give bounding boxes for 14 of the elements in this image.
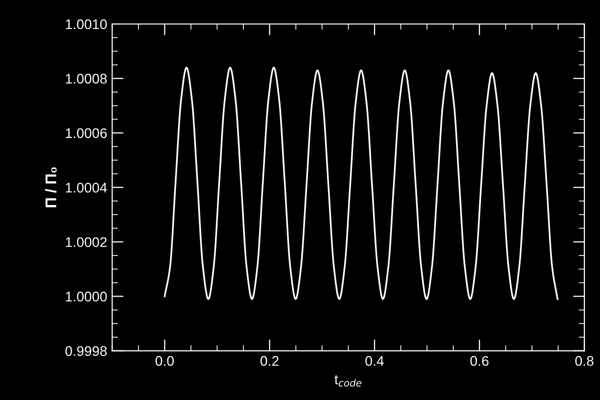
y-axis-title: Π / Π₀ [45, 167, 57, 208]
y-tick-label: 1.0008 [66, 74, 107, 84]
y-tick-label: 1.0004 [66, 182, 107, 193]
y-tick-label: 1.0010 [66, 19, 107, 30]
y-tick-label: 0.9998 [65, 346, 107, 356]
y-tick-label: 1.0006 [66, 128, 107, 138]
x-tick-label: 0.6 [470, 356, 489, 366]
x-axis-title: t$_{code}$ [334, 375, 362, 387]
y-tick-label: 1.0002 [66, 237, 107, 248]
x-tick-label: 0.8 [575, 356, 594, 366]
y-tick-label: 1.0000 [66, 292, 107, 302]
x-tick-label: 0.2 [260, 356, 279, 366]
x-tick-label: 0.0 [156, 356, 174, 366]
x-tick-label: 0.4 [365, 356, 384, 366]
